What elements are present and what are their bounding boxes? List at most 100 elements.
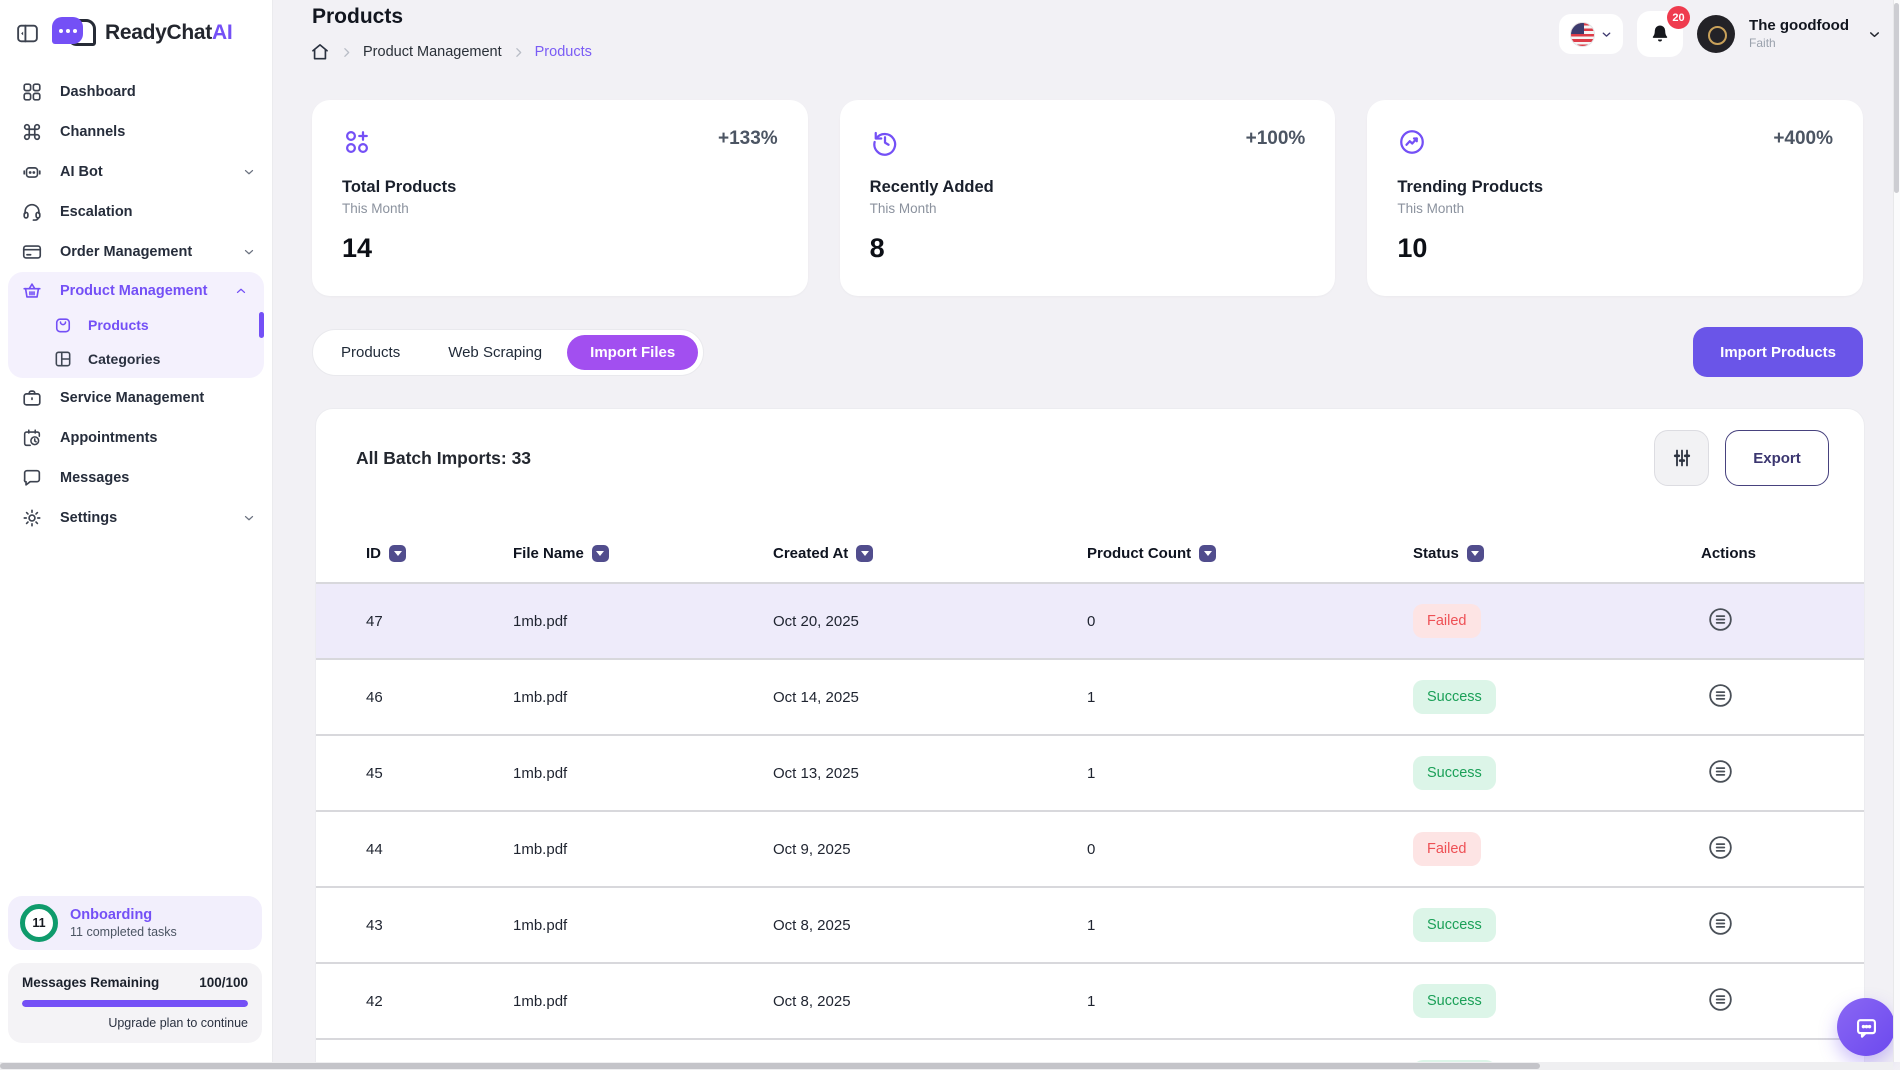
row-actions-button[interactable]	[1707, 834, 1734, 861]
chat-fab[interactable]	[1837, 998, 1895, 1056]
breadcrumb-products[interactable]: Products	[534, 44, 592, 60]
cell-product-count: 0	[1087, 612, 1096, 630]
stat-period: This Month	[342, 201, 409, 216]
avatar[interactable]	[1697, 15, 1736, 53]
sidebar-subitem-categories[interactable]: Categories	[8, 342, 264, 376]
sidebar-item-label: Channels	[60, 124, 126, 140]
user-menu[interactable]: The goodfood Faith	[1749, 17, 1849, 50]
brand-logo[interactable]: ReadyChatAI	[52, 17, 233, 49]
stat-title: Trending Products	[1397, 178, 1544, 196]
sidebar-item-label: Service Management	[60, 390, 205, 406]
sidebar-item-order-management[interactable]: Order Management	[0, 232, 272, 272]
sidebar-item-label: Escalation	[60, 204, 133, 220]
tab-web-scraping[interactable]: Web Scraping	[425, 335, 565, 370]
sidebar-group-product-management: Product Management Products Categories	[8, 272, 264, 378]
cell-file-name: 1mb.pdf	[513, 840, 568, 858]
table-row[interactable]: 45 1mb.pdf Oct 13, 2025 1 Success	[316, 736, 1864, 812]
notifications-button[interactable]: 20	[1637, 6, 1691, 57]
onboarding-card[interactable]: 11 Onboarding 11 completed tasks	[8, 896, 262, 950]
cell-created-at: Oct 8, 2025	[773, 992, 851, 1010]
stat-card-trending-products: +400% Trending Products This Month 10	[1367, 100, 1864, 296]
tab-import-files[interactable]: Import Files	[567, 334, 699, 370]
sidebar-item-label: Appointments	[60, 430, 158, 446]
header-actions: 20 The goodfood Faith	[1559, 6, 1882, 57]
sidebar-item-settings[interactable]: Settings	[0, 498, 272, 538]
table-row[interactable]: 44 1mb.pdf Oct 9, 2025 0 Failed	[316, 812, 1864, 888]
row-actions-button[interactable]	[1707, 682, 1734, 709]
bell-icon	[1648, 22, 1672, 46]
tab-products[interactable]: Products	[318, 335, 423, 370]
cell-id: 43	[366, 916, 383, 934]
cell-id: 42	[366, 992, 383, 1010]
card-icon	[21, 241, 43, 263]
calendar-clock-icon	[21, 427, 43, 449]
brand-logo-icon	[52, 17, 96, 49]
cell-created-at: Oct 8, 2025	[773, 916, 851, 934]
sidebar-collapse-icon[interactable]	[15, 21, 40, 46]
sidebar-item-product-management[interactable]: Product Management	[8, 274, 264, 308]
status-badge: Success	[1413, 908, 1496, 942]
stat-change: +133%	[717, 128, 778, 149]
sidebar-subitem-products[interactable]: Products	[8, 308, 264, 342]
cell-created-at: Oct 14, 2025	[773, 688, 859, 706]
sidebar-item-ai-bot[interactable]: AI Bot	[0, 152, 272, 192]
cell-file-name: 1mb.pdf	[513, 764, 568, 782]
cell-product-count: 1	[1087, 916, 1096, 934]
export-button[interactable]: Export	[1725, 430, 1829, 486]
stat-value: 14	[342, 233, 373, 263]
cell-created-at: Oct 13, 2025	[773, 764, 859, 782]
column-file-name: File Name	[513, 544, 584, 562]
headset-icon	[21, 201, 43, 223]
column-created-at: Created At	[773, 544, 849, 562]
chevron-down-icon	[242, 165, 256, 179]
cell-product-count: 1	[1087, 992, 1096, 1010]
onboarding-title: Onboarding	[70, 907, 153, 923]
table-row[interactable]: 43 1mb.pdf Oct 8, 2025 1 Success	[316, 888, 1864, 964]
row-actions-button[interactable]	[1707, 606, 1734, 633]
horizontal-scrollbar[interactable]	[0, 1062, 1893, 1070]
upgrade-plan-link[interactable]: Upgrade plan to continue	[108, 1016, 248, 1030]
stat-period: This Month	[1397, 201, 1465, 216]
batch-imports-card: All Batch Imports: 33 Export ID File Nam…	[315, 408, 1865, 1070]
user-org: Faith	[1749, 35, 1776, 50]
sidebar-item-label: Settings	[60, 510, 118, 526]
row-actions-button[interactable]	[1707, 758, 1734, 785]
table-row[interactable]: 47 1mb.pdf Oct 20, 2025 0 Failed	[316, 584, 1864, 660]
row-actions-button[interactable]	[1707, 910, 1734, 937]
sort-icon[interactable]	[1199, 544, 1217, 562]
home-icon[interactable]	[310, 42, 330, 62]
filter-button[interactable]	[1654, 430, 1709, 486]
vertical-scrollbar[interactable]	[1893, 0, 1900, 1062]
main-content: Products Product Management Products 20 …	[273, 0, 1900, 1070]
bag-icon	[53, 315, 73, 335]
sidebar-item-messages[interactable]: Messages	[0, 458, 272, 498]
sidebar-item-service-management[interactable]: Service Management	[0, 378, 272, 418]
chat-bubble-icon	[1853, 1014, 1880, 1041]
sort-icon[interactable]	[1466, 544, 1484, 562]
usage-value: 100/100	[199, 975, 248, 990]
chevron-down-icon[interactable]	[1867, 27, 1882, 42]
breadcrumb-product-management[interactable]: Product Management	[363, 44, 502, 60]
sidebar-footer: 11 Onboarding 11 completed tasks Message…	[0, 896, 272, 1063]
language-selector[interactable]	[1559, 14, 1624, 54]
brand-name: ReadyChatAI	[105, 21, 233, 44]
sort-icon[interactable]	[591, 544, 609, 562]
sort-icon[interactable]	[389, 544, 406, 562]
row-actions-button[interactable]	[1707, 986, 1734, 1013]
cell-product-count: 0	[1087, 840, 1096, 858]
add-items-icon	[342, 127, 778, 157]
sidebar-item-label: Dashboard	[60, 84, 136, 100]
sidebar-item-appointments[interactable]: Appointments	[0, 418, 272, 458]
sort-icon[interactable]	[856, 544, 874, 562]
sidebar: ReadyChatAI Dashboard Channels AI Bot Es…	[0, 0, 273, 1063]
table-row[interactable]: 46 1mb.pdf Oct 14, 2025 1 Success	[316, 660, 1864, 736]
table-row[interactable]: 42 1mb.pdf Oct 8, 2025 1 Success	[316, 964, 1864, 1040]
column-actions: Actions	[1701, 544, 1757, 562]
sidebar-item-channels[interactable]: Channels	[0, 112, 272, 152]
sidebar-item-escalation[interactable]: Escalation	[0, 192, 272, 232]
onboarding-subtitle: 11 completed tasks	[70, 925, 177, 939]
cell-id: 45	[366, 764, 383, 782]
sidebar-item-dashboard[interactable]: Dashboard	[0, 72, 272, 112]
import-products-button[interactable]: Import Products	[1693, 327, 1863, 377]
table-header-row: ID File Name Created At Product Count St…	[316, 524, 1864, 584]
